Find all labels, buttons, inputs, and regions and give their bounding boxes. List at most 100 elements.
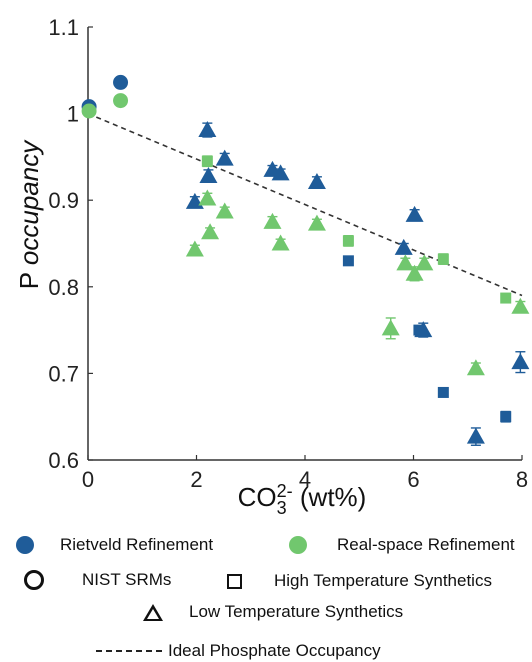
- rietveld-triangle-point: [307, 173, 326, 190]
- legend-nist: NIST SRMs: [24, 570, 171, 590]
- triangle-marker: [396, 254, 415, 271]
- realspace-square-point: [201, 155, 213, 168]
- y-tick-label: 0.8: [48, 275, 79, 300]
- rietveld-circle-point: [113, 74, 129, 90]
- data-marks: [81, 74, 530, 446]
- y-tick-label: 0.7: [48, 361, 79, 386]
- square-marker-icon: [227, 573, 242, 589]
- legend-realspace: Real-space Refinement: [289, 535, 515, 555]
- square-marker: [342, 255, 354, 267]
- x-axis-label: CO32- (wt%): [238, 481, 367, 518]
- circle-marker-icon: [24, 570, 44, 590]
- legend: Rietveld Refinement Real-space Refinemen…: [0, 525, 532, 662]
- realspace-triangle-point: [271, 234, 290, 251]
- realspace-circle-point: [81, 103, 97, 119]
- realspace-triangle-point: [215, 202, 234, 219]
- realspace-square-point: [500, 292, 512, 304]
- triangle-marker-icon: [143, 603, 163, 621]
- triangle-marker: [201, 223, 220, 240]
- rietveld-square-point: [437, 386, 449, 398]
- x-tick-label: 2: [190, 467, 202, 492]
- legend-rietveld-label: Rietveld Refinement: [60, 535, 214, 554]
- triangle-marker: [466, 427, 485, 444]
- legend-low-temp: Low Temperature Synthetics: [143, 602, 403, 622]
- realspace-triangle-point: [396, 254, 415, 271]
- square-marker: [500, 292, 512, 304]
- rietveld-triangle-point: [271, 164, 290, 181]
- circle-marker: [113, 93, 129, 109]
- realspace-triangle-point: [201, 223, 220, 240]
- rietveld-color-icon: [16, 536, 34, 554]
- triangle-marker: [414, 321, 433, 338]
- triangle-marker: [307, 214, 326, 231]
- triangle-marker: [405, 205, 424, 222]
- x-tick-label: 0: [82, 467, 94, 492]
- chart: 0 2 4 6 8 0.6 0.7 0.8 0.9 1 1.1 CO32- (wt%) P occu…: [14, 15, 530, 518]
- rietveld-triangle-point: [199, 166, 218, 183]
- realspace-triangle-point: [381, 317, 400, 340]
- axes: [87, 26, 523, 461]
- triangle-marker: [199, 166, 218, 183]
- legend-rietveld: Rietveld Refinement: [16, 535, 213, 555]
- rietveld-square-point: [500, 410, 512, 423]
- square-marker: [437, 253, 449, 265]
- realspace-triangle-point: [185, 240, 204, 257]
- legend-nist-label: NIST SRMs: [82, 570, 172, 589]
- realspace-color-icon: [289, 536, 307, 554]
- x-tick-label: 8: [516, 467, 528, 492]
- triangle-marker: [307, 173, 326, 190]
- legend-high-temp-label: High Temperature Synthetics: [274, 571, 492, 590]
- y-tick-label: 1: [67, 102, 79, 127]
- realspace-triangle-point: [198, 189, 217, 206]
- y-axis-label: P occupancy: [14, 139, 44, 289]
- x-tick-label: 4: [299, 467, 311, 492]
- square-marker: [342, 235, 354, 247]
- rietveld-triangle-point: [394, 238, 413, 255]
- triangle-marker: [511, 297, 530, 314]
- realspace-circle-point: [113, 93, 129, 109]
- triangle-marker: [215, 202, 234, 219]
- y-tick-label: 0.9: [48, 188, 79, 213]
- realspace-square-point: [437, 253, 449, 265]
- legend-high-temp: High Temperature Synthetics: [227, 571, 492, 591]
- rietveld-triangle-point: [466, 427, 485, 446]
- realspace-triangle-point: [307, 214, 326, 231]
- square-marker: [437, 386, 449, 398]
- legend-low-temp-label: Low Temperature Synthetics: [189, 602, 404, 621]
- ideal-phosphate-line: [87, 112, 523, 297]
- realspace-triangle-point: [466, 359, 485, 376]
- realspace-square-point: [342, 235, 354, 247]
- legend-ideal-label: Ideal Phosphate Occupancy: [168, 641, 381, 660]
- y-tick-label: 1.1: [48, 15, 79, 40]
- realspace-triangle-point: [263, 212, 282, 229]
- triangle-marker: [394, 238, 413, 255]
- tick-labels: 0 2 4 6 8 0.6 0.7 0.8 0.9 1 1.1: [48, 15, 528, 492]
- dashed-line-icon: [96, 650, 162, 652]
- rietveld-triangle-point: [511, 351, 530, 374]
- triangle-marker: [185, 240, 204, 257]
- triangle-marker: [215, 149, 234, 166]
- x-tick-label: 6: [407, 467, 419, 492]
- square-marker: [500, 411, 512, 423]
- triangle-marker: [415, 254, 434, 271]
- triangle-marker: [405, 264, 424, 281]
- triangle-marker: [198, 121, 217, 138]
- triangle-marker: [511, 353, 530, 370]
- rietveld-triangle-point: [198, 121, 217, 138]
- ideal-line-layer: [87, 112, 523, 297]
- realspace-triangle-point: [415, 254, 434, 271]
- rietveld-triangle-point: [405, 205, 424, 222]
- triangle-marker: [466, 359, 485, 376]
- rietveld-triangle-point: [215, 149, 234, 166]
- triangle-marker: [198, 189, 217, 206]
- legend-realspace-label: Real-space Refinement: [337, 535, 515, 554]
- triangle-marker: [263, 212, 282, 229]
- circle-marker: [113, 74, 129, 90]
- triangle-marker: [381, 319, 400, 336]
- realspace-triangle-point: [511, 297, 530, 314]
- circle-marker: [81, 103, 97, 119]
- y-tick-label: 0.6: [48, 448, 79, 473]
- triangle-marker: [271, 234, 290, 251]
- rietveld-square-point: [342, 255, 354, 267]
- legend-ideal: Ideal Phosphate Occupancy: [96, 641, 381, 661]
